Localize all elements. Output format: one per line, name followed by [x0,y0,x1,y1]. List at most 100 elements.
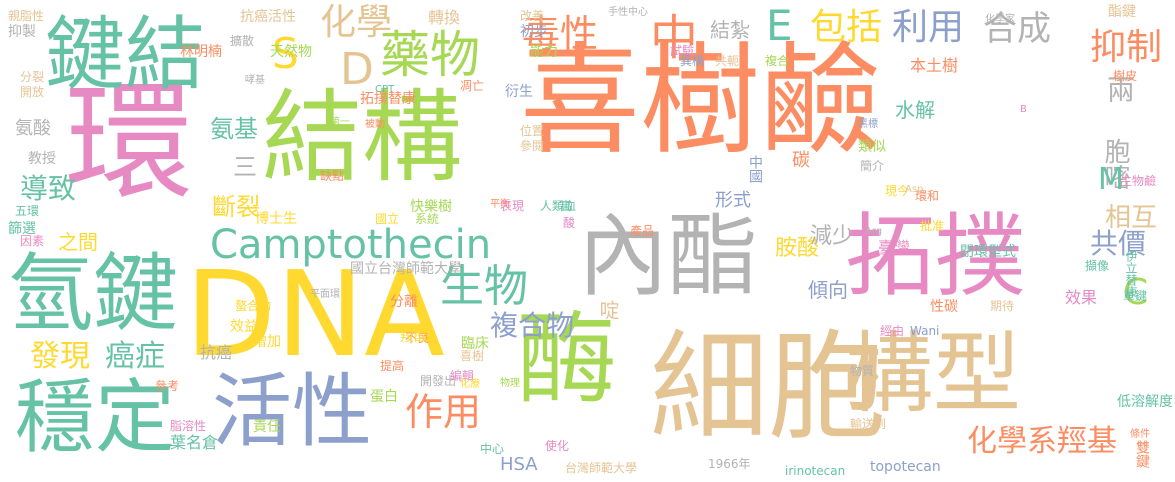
word-50: E [766,1,793,50]
word-61: 抑製 [8,24,36,40]
word-16: 毒性 [522,12,599,56]
word-75: 人類血 [540,199,577,213]
word-110: 五環 [15,204,40,218]
word-127: 產品 [630,224,655,238]
word-90: 伊立替康 [1124,250,1138,298]
word-112: 效益 [230,319,258,335]
word-49: 1966年 [708,457,751,471]
word-114: 平面環 [310,289,340,300]
word-115: 分離 [390,294,418,310]
word-106: 葉名倉 [170,433,219,452]
word-18: 包括 [810,7,883,48]
word-45: HSA [500,454,538,475]
word-14: 藥物 [380,26,480,84]
word-26: 癌症 [105,339,165,374]
word-38: 減少 [810,224,855,249]
word-139: Wani [910,324,940,338]
word-135: 物質 [850,364,875,378]
word-121: 編輯 [450,369,475,383]
word-40: 碳 [789,150,810,168]
word-2: 結構 [262,79,462,196]
word-70: CPT [375,84,395,95]
word-148: Arg [865,226,883,237]
word-102: 異構 [680,54,705,68]
word-136: 經由 [880,324,905,338]
word-59: 氨酸 [15,118,51,139]
word-97: 擴散 [230,34,255,48]
word-133: 被動 [365,119,385,130]
word-4: DNA [185,245,445,383]
word-23: 作用 [405,390,482,434]
word-53: M [1098,162,1124,197]
word-5: 內酯 [578,204,758,309]
word-47: topotecan [870,459,941,475]
word-30: 氨基 [210,115,258,143]
word-83: 化學家 [985,14,1015,25]
word-35: 胞嘧 [1100,138,1130,190]
word-117: 不良 [405,331,430,345]
word-145: 增加 [253,334,281,350]
word-82: 樹皮 [1113,69,1138,83]
word-134: 輸送到 [850,417,887,431]
word-84: 酯鍵 [1108,4,1136,20]
word-79: 類似 [858,139,886,155]
word-10: 構型 [845,322,1022,425]
word-41: 啶 [596,300,620,320]
word-113: 螯合物 [235,299,272,313]
word-44: 臺灣 [878,238,911,257]
word-37: 共價 [1090,227,1147,260]
word-118: 開發出 [420,374,457,388]
word-144: 第一 [330,117,350,128]
word-7: 鍵結 [45,8,205,101]
word-15: 化學 [320,2,393,43]
word-24: 化學系羥基 [967,424,1117,459]
word-129: 國立 [375,212,400,226]
word-42: 形式 [715,190,751,211]
word-71: 衍生 [505,84,533,100]
word-77: 中國 [747,155,763,183]
word-92: 現今 [885,184,910,198]
word-0: 喜樹鹼 [520,32,880,171]
word-137: 性碳 [930,299,958,315]
word-94: 生物鹼 [1120,174,1157,188]
word-95: 抗癌活性 [240,9,296,25]
word-22: 生物 [440,261,528,312]
word-80: 簡介 [860,159,885,173]
word-65: 林明楠 [180,44,222,60]
word-43: 國立台灣師範大學 [350,261,462,277]
word-149: Asp [905,184,924,195]
word-126: 酸 [563,216,576,230]
word-141: 蛋白 [370,389,398,405]
word-98: 親脂性 [8,9,45,23]
word-111: 抗癌 [200,343,233,362]
word-93: 環和 [915,189,940,203]
word-100: 改善 [520,9,545,23]
word-67: 缺點 [320,169,345,183]
word-33: 斷裂 [212,193,260,221]
word-81: 本土樹 [910,56,959,75]
word-25: 複合物 [490,309,575,342]
word-19: 利用 [892,7,965,48]
word-9: 氫鍵 [8,245,179,344]
word-74: 凋亡 [460,79,485,93]
word-27: 發現 [30,339,90,374]
word-123: 化療 [460,379,480,390]
word-6: 細胞 [650,318,887,456]
word-3: 拓撲 [845,204,1025,309]
word-20: 合成 [983,9,1051,49]
word-105: 閉環型式 [960,244,1016,260]
word-104: 複合 [765,54,790,68]
word-78: 黑標 [858,119,878,130]
word-96: 轉換 [428,8,461,27]
word-57: 篩選 [8,221,36,237]
word-31: 胺酸 [775,236,820,261]
word-147: B [1020,104,1027,115]
word-86: 低溶解度 [1117,394,1173,410]
word-76: 高 [560,199,573,213]
word-143: 責任 [253,419,281,435]
word-64: 拓撲替康 [360,91,416,107]
word-131: 參閱 [520,139,545,153]
word-63: 天然物 [270,44,312,60]
word-58: 教授 [28,151,56,167]
